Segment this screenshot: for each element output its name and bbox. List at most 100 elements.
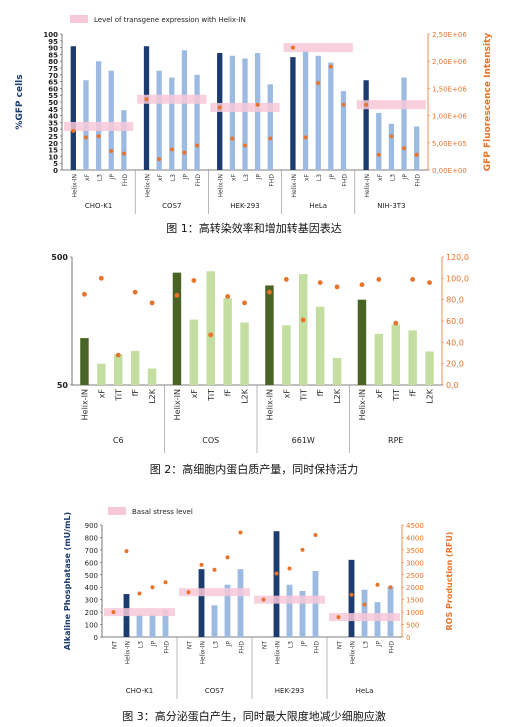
- bar: [357, 299, 367, 385]
- data-point: [341, 102, 346, 107]
- data-point: [71, 128, 76, 133]
- bar: [374, 333, 384, 385]
- data-point: [414, 152, 419, 157]
- data-point: [255, 102, 260, 107]
- chart-svg: 50 500 0,0 20,0 40,0 60,0 80,0 100,0 120,0 Helix-…: [51, 253, 469, 453]
- bar: [206, 271, 215, 385]
- data-point: [132, 289, 138, 295]
- category-label: Helix-IN: [80, 389, 89, 420]
- bar: [70, 46, 76, 170]
- bar: [121, 110, 127, 170]
- bar: [97, 363, 106, 385]
- y2-tick-label: 4000: [406, 534, 424, 542]
- category-label: JP: [182, 174, 189, 181]
- category-label: xF: [282, 389, 291, 399]
- data-point: [230, 136, 235, 141]
- y-tick-label: 75: [48, 65, 58, 73]
- category-label: TiT: [299, 389, 308, 402]
- bar: [282, 325, 291, 385]
- y-tick-label: 25: [48, 133, 58, 141]
- bar: [242, 58, 248, 171]
- category-label: FHD: [415, 174, 422, 187]
- data-point: [163, 580, 168, 585]
- data-point: [388, 585, 393, 590]
- data-point: [195, 143, 200, 148]
- y2-axis-title: ROS Production (RFU): [445, 532, 454, 631]
- data-point: [225, 555, 230, 560]
- bar: [290, 57, 296, 171]
- data-point: [268, 136, 273, 141]
- y-tick-label: 65: [48, 79, 58, 87]
- y-axis-title: Alkaline Phosphatase (mU/mL): [63, 512, 72, 650]
- bar: [408, 330, 417, 385]
- bar: [136, 614, 143, 637]
- data-point: [109, 148, 114, 153]
- chart-svg: 0 100 200 300 400 500 600 700 800 900 0 500 1000 1500…: [63, 507, 454, 699]
- category-label: JP: [109, 174, 116, 181]
- y-tick-label: 0: [94, 634, 98, 642]
- data-point: [137, 591, 142, 596]
- bar: [181, 50, 188, 170]
- category-label: JP: [226, 641, 233, 648]
- category-label: FHD: [164, 641, 171, 654]
- bar: [95, 61, 102, 171]
- y2-tick-label: 2,50E+06: [432, 31, 467, 39]
- y2-tick-label: 1500: [406, 597, 424, 605]
- bar: [391, 324, 400, 385]
- data-point: [238, 530, 243, 535]
- bar: [328, 62, 334, 171]
- group-label: HeLa: [309, 202, 327, 210]
- y2-tick-label: 5,00E+05: [432, 140, 467, 148]
- y2-tick-label: 1,00E+06: [432, 113, 467, 121]
- y-tick-label: 55: [48, 92, 58, 100]
- data-point: [290, 45, 295, 50]
- bar: [376, 112, 382, 170]
- y2-tick-label: 2500: [406, 572, 424, 580]
- data-point: [410, 277, 416, 282]
- baseline-band: [104, 608, 175, 617]
- baseline-band: [329, 613, 400, 622]
- data-point: [208, 332, 214, 338]
- data-point: [300, 547, 305, 552]
- y-tick-label: 700: [85, 547, 98, 555]
- category-label: TiT: [207, 389, 216, 402]
- y2-tick-label: 60,0: [446, 317, 464, 326]
- category-label: Helix-IN: [71, 174, 78, 198]
- bar: [80, 338, 89, 385]
- data-point: [96, 134, 101, 139]
- category-label: Helix-IN: [358, 389, 367, 420]
- data-point: [349, 592, 354, 597]
- category-label: NT: [187, 641, 194, 649]
- data-point: [199, 562, 204, 567]
- y-tick-label: 500: [85, 572, 98, 580]
- category-label: Helix-IN: [291, 174, 298, 198]
- y2-tick-label: 0: [406, 634, 410, 642]
- y-tick-label: 90: [48, 45, 58, 53]
- data-point: [274, 571, 279, 576]
- y-tick-label: 300: [85, 597, 98, 605]
- data-point: [83, 135, 88, 140]
- category-label: L3: [288, 641, 295, 648]
- category-label: Helix-IN: [173, 389, 182, 420]
- bar: [198, 569, 205, 637]
- category-label: L3: [243, 174, 250, 181]
- category-label: JP: [256, 174, 263, 181]
- data-point: [427, 280, 432, 285]
- y-tick-label: 85: [48, 51, 58, 59]
- group-label: CHO-K1: [85, 202, 112, 210]
- y-tick-label: 100: [43, 31, 58, 39]
- category-label: NT: [337, 641, 344, 649]
- bar: [267, 84, 273, 170]
- category-label: Helix-IN: [265, 389, 274, 420]
- bar: [169, 77, 175, 170]
- data-point: [124, 549, 129, 554]
- category-label: L3: [170, 174, 177, 181]
- y2-tick-label: 0,0: [446, 381, 459, 390]
- category-label: FHD: [314, 641, 321, 654]
- category-label: xF: [190, 389, 199, 399]
- bar: [315, 306, 325, 385]
- bar: [143, 46, 150, 170]
- bar: [312, 571, 319, 637]
- y-tick-label: 200: [85, 609, 98, 617]
- bar: [130, 350, 140, 385]
